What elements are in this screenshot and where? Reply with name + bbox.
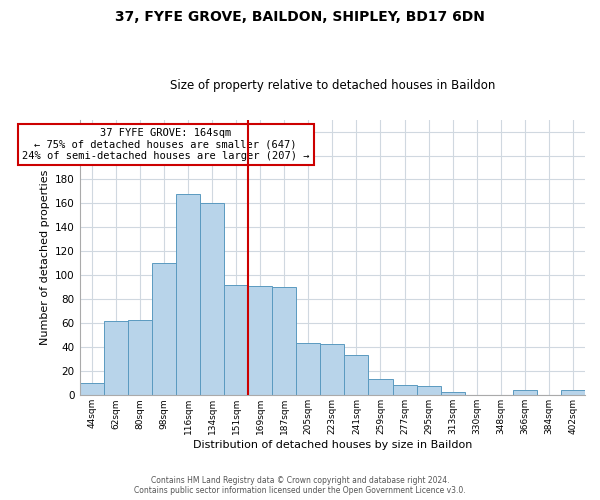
Y-axis label: Number of detached properties: Number of detached properties — [40, 170, 50, 345]
Bar — [128, 320, 152, 396]
Text: 37 FYFE GROVE: 164sqm
← 75% of detached houses are smaller (647)
24% of semi-det: 37 FYFE GROVE: 164sqm ← 75% of detached … — [22, 128, 310, 161]
Bar — [200, 204, 224, 396]
Text: 37, FYFE GROVE, BAILDON, SHIPLEY, BD17 6DN: 37, FYFE GROVE, BAILDON, SHIPLEY, BD17 6… — [115, 10, 485, 24]
Title: Size of property relative to detached houses in Baildon: Size of property relative to detached ho… — [170, 79, 495, 92]
Bar — [513, 390, 537, 396]
Bar — [104, 321, 128, 396]
Bar — [320, 344, 344, 396]
Bar — [416, 386, 440, 396]
Bar — [80, 384, 104, 396]
Bar — [176, 194, 200, 396]
Bar — [296, 342, 320, 396]
Bar — [248, 286, 272, 396]
Bar — [224, 285, 248, 396]
Bar — [344, 354, 368, 396]
Bar — [368, 378, 392, 396]
X-axis label: Distribution of detached houses by size in Baildon: Distribution of detached houses by size … — [193, 440, 472, 450]
Bar — [152, 264, 176, 396]
Bar — [440, 392, 464, 396]
Bar — [392, 384, 416, 396]
Bar — [561, 390, 585, 396]
Bar — [272, 288, 296, 396]
Text: Contains HM Land Registry data © Crown copyright and database right 2024.
Contai: Contains HM Land Registry data © Crown c… — [134, 476, 466, 495]
